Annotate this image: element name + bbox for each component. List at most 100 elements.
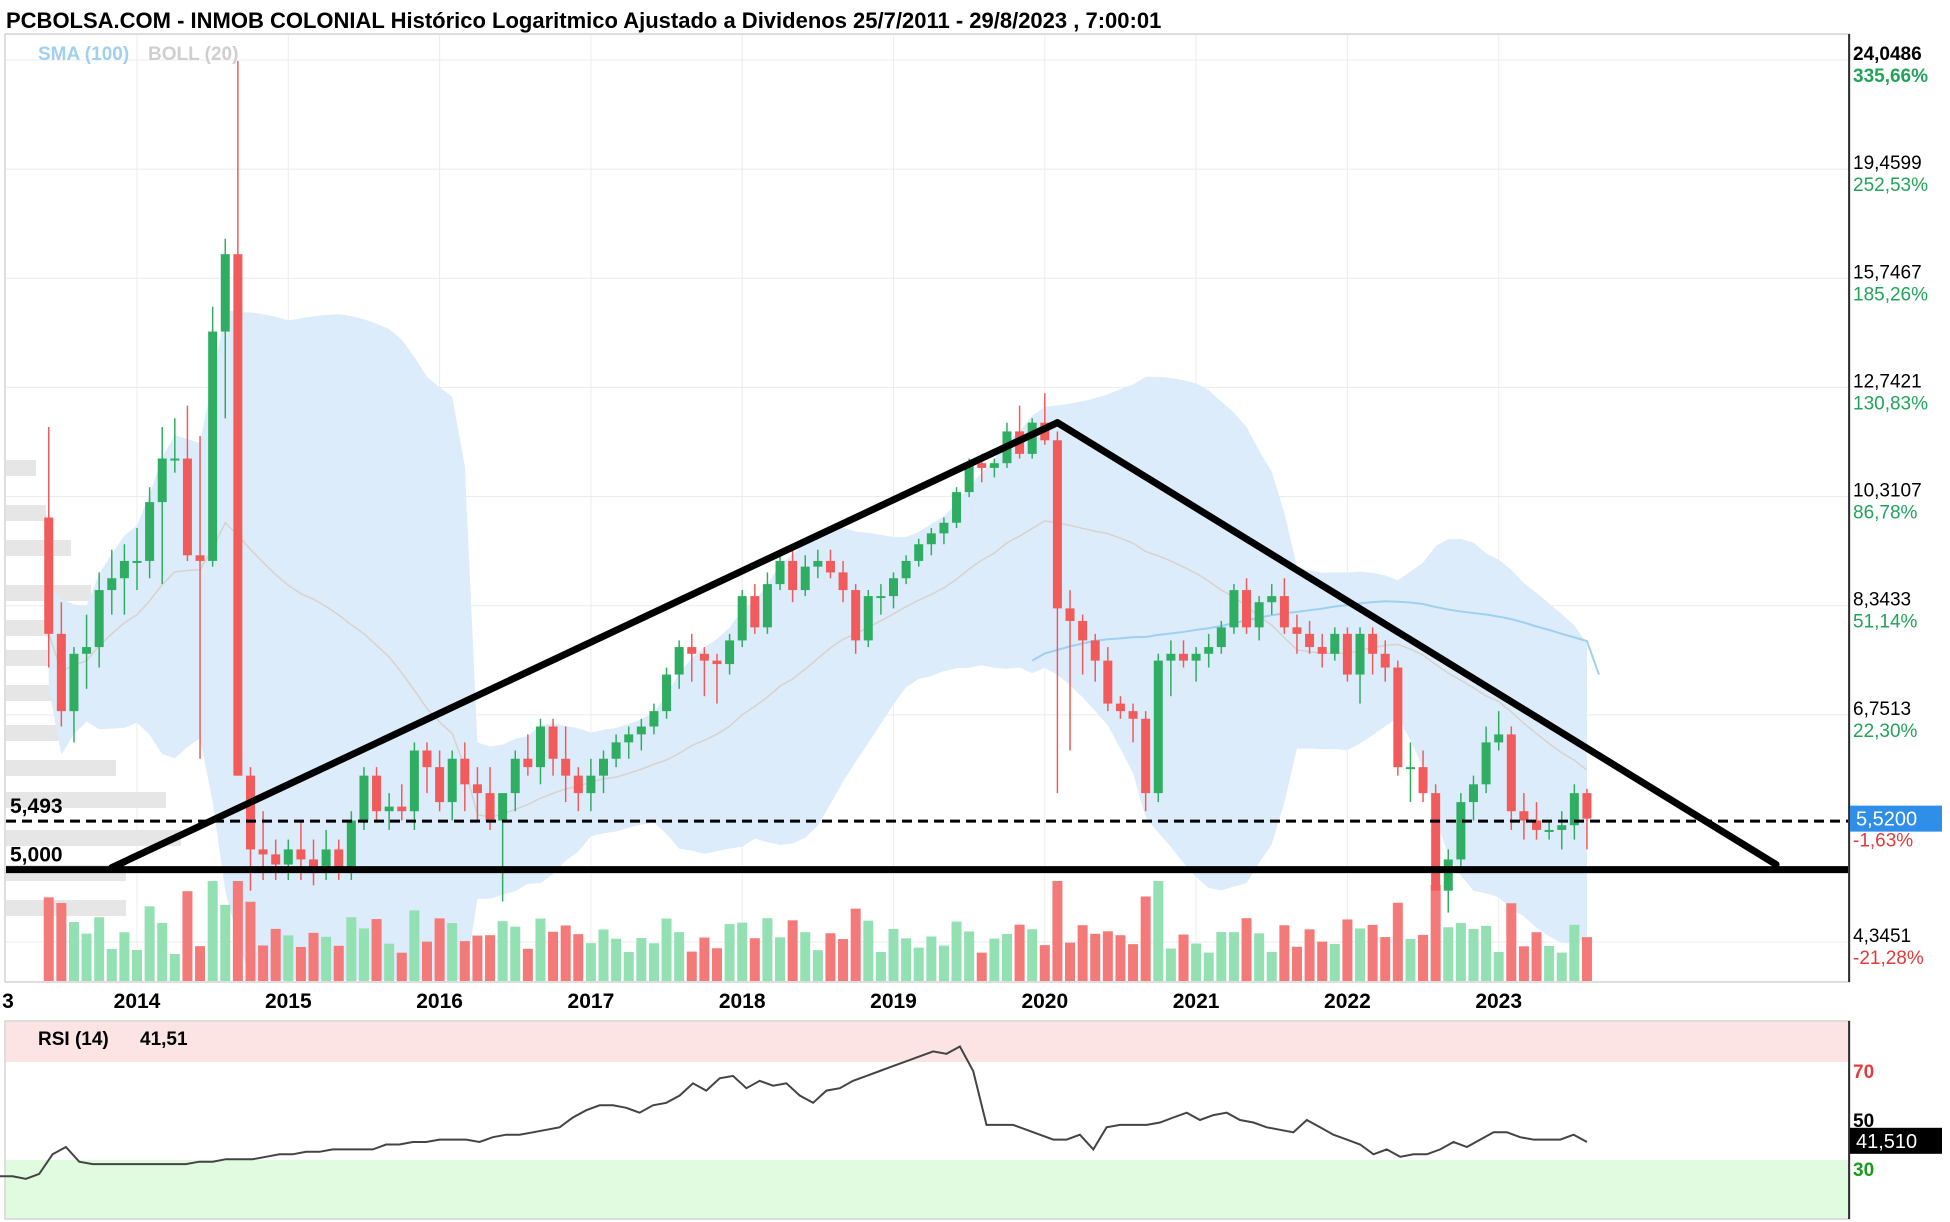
candle-body[interactable] bbox=[989, 463, 999, 468]
candle-body[interactable] bbox=[1494, 734, 1504, 743]
candle-body[interactable] bbox=[82, 647, 92, 654]
candle-body[interactable] bbox=[283, 849, 293, 865]
candle-body[interactable] bbox=[750, 596, 760, 628]
candle-body[interactable] bbox=[1506, 734, 1516, 812]
candle-body[interactable] bbox=[838, 572, 848, 591]
candle-body[interactable] bbox=[964, 463, 974, 493]
candle-body[interactable] bbox=[762, 584, 772, 628]
candle-body[interactable] bbox=[611, 742, 621, 759]
candle-body[interactable] bbox=[1393, 667, 1403, 768]
candle-body[interactable] bbox=[687, 647, 697, 654]
candle-body[interactable] bbox=[825, 560, 835, 573]
candle-body[interactable] bbox=[1305, 633, 1315, 648]
candle-body[interactable] bbox=[939, 522, 949, 534]
candle-body[interactable] bbox=[1279, 596, 1289, 628]
candle-body[interactable] bbox=[44, 517, 54, 634]
candle-body[interactable] bbox=[195, 555, 205, 561]
candle-body[interactable] bbox=[1141, 718, 1151, 794]
candle-body[interactable] bbox=[1532, 820, 1542, 830]
candle-body[interactable] bbox=[624, 734, 634, 743]
candle-body[interactable] bbox=[1557, 825, 1567, 830]
candle-body[interactable] bbox=[699, 653, 709, 661]
candle-body[interactable] bbox=[1178, 653, 1188, 661]
candle-body[interactable] bbox=[636, 726, 646, 735]
candle-body[interactable] bbox=[1468, 784, 1478, 803]
candle-body[interactable] bbox=[926, 533, 936, 545]
candle-body[interactable] bbox=[649, 711, 659, 727]
candle-body[interactable] bbox=[233, 254, 243, 776]
candle-body[interactable] bbox=[359, 775, 369, 821]
candle-body[interactable] bbox=[485, 793, 495, 821]
trendline[interactable] bbox=[1053, 419, 1780, 869]
candle-body[interactable] bbox=[145, 502, 155, 561]
candle-body[interactable] bbox=[157, 458, 167, 503]
candle-body[interactable] bbox=[712, 660, 722, 665]
candle-body[interactable] bbox=[889, 578, 898, 597]
candle-body[interactable] bbox=[1544, 829, 1554, 832]
candle-body[interactable] bbox=[372, 775, 382, 812]
candle-body[interactable] bbox=[435, 767, 445, 803]
candle-body[interactable] bbox=[1443, 859, 1453, 891]
candle-body[interactable] bbox=[56, 633, 66, 712]
candle-body[interactable] bbox=[1569, 793, 1579, 826]
candle-body[interactable] bbox=[1242, 590, 1252, 628]
candle-body[interactable] bbox=[119, 560, 129, 579]
candle-body[interactable] bbox=[258, 849, 268, 855]
candle-body[interactable] bbox=[1052, 440, 1062, 609]
candle-body[interactable] bbox=[1090, 640, 1100, 661]
candle-body[interactable] bbox=[1481, 742, 1491, 785]
candle-body[interactable] bbox=[422, 750, 432, 768]
candle-body[interactable] bbox=[447, 758, 457, 803]
candle-body[interactable] bbox=[1330, 633, 1340, 654]
candle-body[interactable] bbox=[384, 806, 394, 812]
candle-body[interactable] bbox=[1153, 660, 1163, 794]
candle-body[interactable] bbox=[1431, 793, 1441, 891]
candle-body[interactable] bbox=[460, 758, 470, 785]
candle-body[interactable] bbox=[863, 596, 873, 641]
candle-body[interactable] bbox=[1418, 767, 1428, 794]
candle-body[interactable] bbox=[1216, 627, 1226, 648]
candle-body[interactable] bbox=[1115, 703, 1125, 712]
candle-body[interactable] bbox=[296, 849, 306, 860]
candle-body[interactable] bbox=[510, 758, 520, 794]
candle-body[interactable] bbox=[674, 647, 684, 675]
candle-body[interactable] bbox=[876, 596, 886, 599]
candle-body[interactable] bbox=[1342, 633, 1352, 675]
candle-body[interactable] bbox=[271, 854, 281, 865]
candle-body[interactable] bbox=[1292, 627, 1302, 634]
candle-body[interactable] bbox=[1368, 633, 1378, 654]
candle-body[interactable] bbox=[800, 566, 810, 591]
candle-body[interactable] bbox=[599, 758, 609, 776]
candle-body[interactable] bbox=[1191, 653, 1201, 661]
candle-body[interactable] bbox=[662, 674, 672, 712]
candle-body[interactable] bbox=[182, 458, 192, 556]
candle-body[interactable] bbox=[901, 560, 911, 579]
candle-body[interactable] bbox=[1254, 602, 1264, 628]
candle-body[interactable] bbox=[586, 775, 596, 794]
legend-sma[interactable]: SMA (100) bbox=[38, 44, 129, 65]
candle-body[interactable] bbox=[1355, 633, 1365, 675]
candle-body[interactable] bbox=[397, 806, 407, 812]
candle-body[interactable] bbox=[498, 793, 508, 821]
candle-body[interactable] bbox=[1582, 793, 1592, 819]
candle-body[interactable] bbox=[1229, 590, 1239, 628]
candle-body[interactable] bbox=[788, 560, 798, 591]
candle-body[interactable] bbox=[472, 784, 482, 794]
candle-body[interactable] bbox=[170, 458, 180, 461]
candle-body[interactable] bbox=[737, 596, 747, 641]
candle-body[interactable] bbox=[1103, 660, 1113, 704]
candle-body[interactable] bbox=[1078, 620, 1088, 641]
candle-body[interactable] bbox=[1065, 608, 1075, 621]
legend-boll[interactable]: BOLL (20) bbox=[148, 44, 238, 65]
candle-body[interactable] bbox=[1128, 711, 1138, 719]
candle-body[interactable] bbox=[1317, 647, 1327, 654]
candle-body[interactable] bbox=[309, 859, 319, 870]
candle-body[interactable] bbox=[321, 849, 331, 870]
candle-body[interactable] bbox=[914, 544, 924, 561]
candle-body[interactable] bbox=[1405, 767, 1415, 770]
candle-body[interactable] bbox=[523, 758, 533, 768]
candle-body[interactable] bbox=[1204, 647, 1214, 654]
candle-body[interactable] bbox=[561, 758, 571, 776]
candle-body[interactable] bbox=[535, 726, 545, 768]
candle-body[interactable] bbox=[132, 560, 142, 563]
